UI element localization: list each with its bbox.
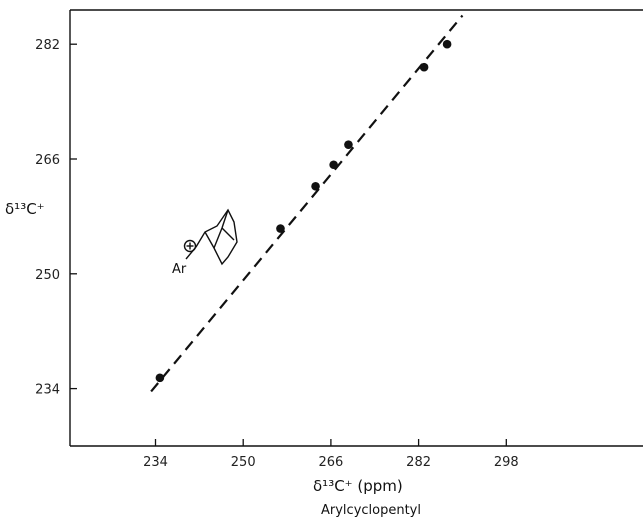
y-axis-label: δ¹³C⁺ <box>5 200 45 218</box>
fit-line <box>150 14 464 393</box>
y-tick-label: 250 <box>35 268 60 283</box>
x-axis-label: δ¹³C⁺ (ppm) <box>313 477 403 495</box>
data-point <box>329 160 338 170</box>
data-point <box>344 140 353 149</box>
x-tick-label: 298 <box>494 455 519 470</box>
data-point <box>419 62 429 72</box>
data-points <box>155 39 452 383</box>
y-tick-label: 266 <box>35 153 60 168</box>
data-point <box>442 39 452 49</box>
x-tick-label: 234 <box>143 455 168 470</box>
data-point <box>276 224 285 233</box>
x-axis-sublabel: Arylcyclopentyl <box>321 503 421 518</box>
data-point <box>155 373 165 383</box>
y-ticks: 234 250 266 282 <box>35 38 77 398</box>
plot-frame <box>69 9 643 447</box>
cation-charge-icon <box>183 239 197 253</box>
aryl-bond <box>185 246 197 260</box>
x-tick-label: 266 <box>318 455 343 470</box>
bicyclic-ring-icon <box>195 208 238 266</box>
y-tick-label: 282 <box>35 38 60 53</box>
x-ticks: 234 250 266 282 298 <box>143 439 519 470</box>
structure-inset <box>183 208 238 266</box>
aryl-label: Ar <box>172 262 187 277</box>
y-tick-label: 234 <box>35 383 60 398</box>
x-tick-label: 250 <box>231 455 256 470</box>
data-point <box>311 181 320 191</box>
x-tick-label: 282 <box>406 455 431 470</box>
